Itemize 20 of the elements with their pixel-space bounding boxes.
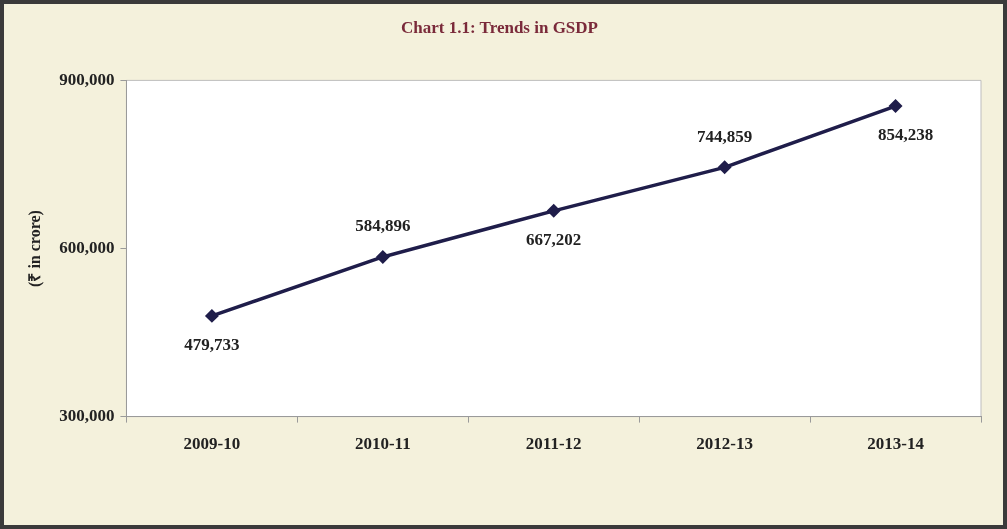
point xyxy=(889,99,902,113)
x-tick-label: 2012-13 xyxy=(696,434,753,454)
data-label: 667,202 xyxy=(526,230,582,250)
x-tick-label: 2009-10 xyxy=(183,434,241,454)
chart-title: Chart 1.1: Trends in GSDP xyxy=(401,17,598,37)
data-label: 854,238 xyxy=(877,125,934,145)
point xyxy=(547,204,560,218)
data-label: 744,859 xyxy=(697,126,753,146)
y-axis-title: (₹ in crore) xyxy=(25,210,44,287)
data-label: 479,733 xyxy=(184,335,240,355)
x-tick-label: 2010-11 xyxy=(354,434,411,454)
data-label: 584,896 xyxy=(355,216,411,236)
x-tick-label: 2013-14 xyxy=(867,434,925,454)
y-tick-label: 300,000 xyxy=(59,405,115,425)
y-tick-label: 600,000 xyxy=(59,237,115,257)
y-tick-label: 900,000 xyxy=(59,69,115,89)
point xyxy=(205,309,219,323)
x-tick-label: 2011-12 xyxy=(525,434,582,454)
point xyxy=(376,250,390,264)
point xyxy=(718,161,731,174)
